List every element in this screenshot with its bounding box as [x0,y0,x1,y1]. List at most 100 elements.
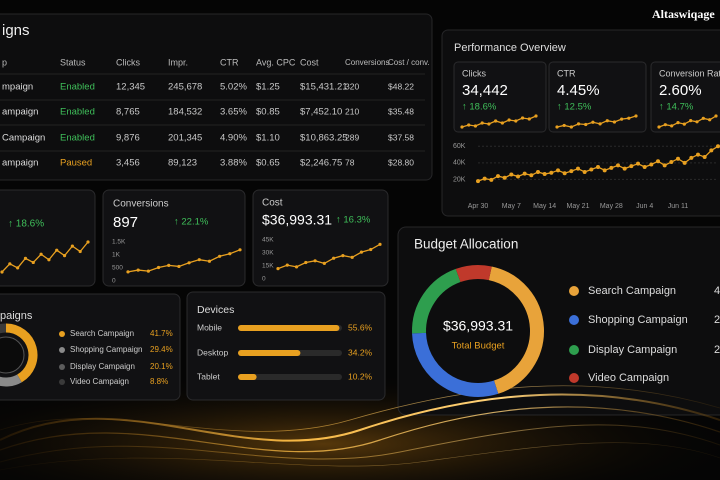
y-tick-label: 0 [112,278,116,285]
spark-point [487,122,491,126]
column-header: Clicks [116,57,140,67]
column-header: p [2,57,7,67]
point [228,252,232,256]
y-tick-label: 40K [453,160,466,167]
table-cell: ampaign [2,107,38,118]
spark-point [598,122,602,126]
devices-title: Devices [197,304,234,316]
spark-point [31,260,35,265]
spark-point [480,121,484,125]
spark-point [473,124,478,128]
card-label: Conversions [113,199,169,210]
point [341,254,345,258]
campaign-share-card [0,293,181,401]
point [616,163,620,168]
point [556,168,560,173]
point [662,163,667,168]
point [285,263,289,267]
table-cell: $37.58 [388,132,414,142]
table-cell: 5.02% [220,82,247,93]
point [516,174,520,179]
table-cell: 184,532 [168,107,202,118]
spark-point [70,244,74,248]
table-title: igns [2,22,30,39]
table-cell: 89,123 [168,158,197,169]
spark-point [714,114,718,118]
table-cell: $28.80 [388,157,414,167]
kpi-card [650,61,720,133]
card-change: ↑ 22.1% [174,217,209,228]
spark-point [682,122,686,126]
wave [0,424,720,463]
kpi-value: 34,442 [462,82,508,99]
clicks-card [0,189,96,287]
point [656,159,660,164]
spark-point [527,117,531,121]
spark-point [514,119,518,123]
spark-point [555,125,559,129]
line [127,249,241,273]
point [369,247,373,252]
wave [0,385,720,432]
table-cell: 8,765 [116,107,140,118]
donut-segment [412,268,461,334]
legend-label: Shopping Campaign [588,314,688,326]
point [509,172,514,177]
table-cell: $0.65 [256,158,280,169]
table-cell: $1.10 [256,133,280,144]
kpi-change: ↑ 18.6% [462,102,497,113]
legend-dot [59,331,65,337]
kpi-label: Conversion Rate [659,68,720,78]
bar-value: 55.6% [348,322,373,332]
spark-point [86,240,90,244]
point [629,164,634,169]
spark-point [663,123,667,127]
donut-segment [0,323,7,334]
legend-dot [569,315,579,325]
spark-point [47,258,51,262]
point [569,169,574,174]
wave [0,442,720,471]
column-header: Conversions [345,58,389,67]
kpi-change: ↑ 12.5% [557,102,592,113]
spark-point [0,270,4,274]
point [378,242,382,246]
point [649,162,654,167]
point [313,259,317,263]
point [187,261,191,265]
legend-label: Display Campaign [70,362,135,371]
donut-segment [455,265,492,283]
wave-decoration [0,385,720,471]
bar-label: Desktop [197,347,228,357]
spark-point [701,116,705,120]
spark-point [507,118,511,122]
y-tick-label: 60K [453,143,466,150]
table-cell: 201,345 [168,133,202,144]
y-tick-label: 1.5K [112,239,126,246]
table-cell: $15,431.21 [300,82,348,93]
spark-point [534,114,538,118]
legend-dot [59,379,65,385]
column-header: CTR [220,57,239,67]
x-tick-label: Jun 11 [668,203,689,210]
point [167,263,171,267]
legend-label: Search Campaign [588,285,676,297]
legend-label: Shopping Campaign [70,345,143,354]
point [676,156,680,161]
legend-amount: 2 [714,314,720,326]
point [350,255,354,259]
x-tick-label: May 21 [567,203,590,210]
spark-point [23,256,28,260]
point [609,165,614,170]
point [642,165,647,169]
point [716,144,720,149]
column-header: Status [60,57,86,67]
sparkline [658,115,717,128]
campaign-table-panel [0,13,433,181]
spark-point [55,248,59,252]
table-cell: Campaign [2,133,45,144]
table-cell: Enabled [60,82,95,93]
column-header: Cost / conv. [388,58,430,67]
table-cell: Enabled [60,107,95,118]
